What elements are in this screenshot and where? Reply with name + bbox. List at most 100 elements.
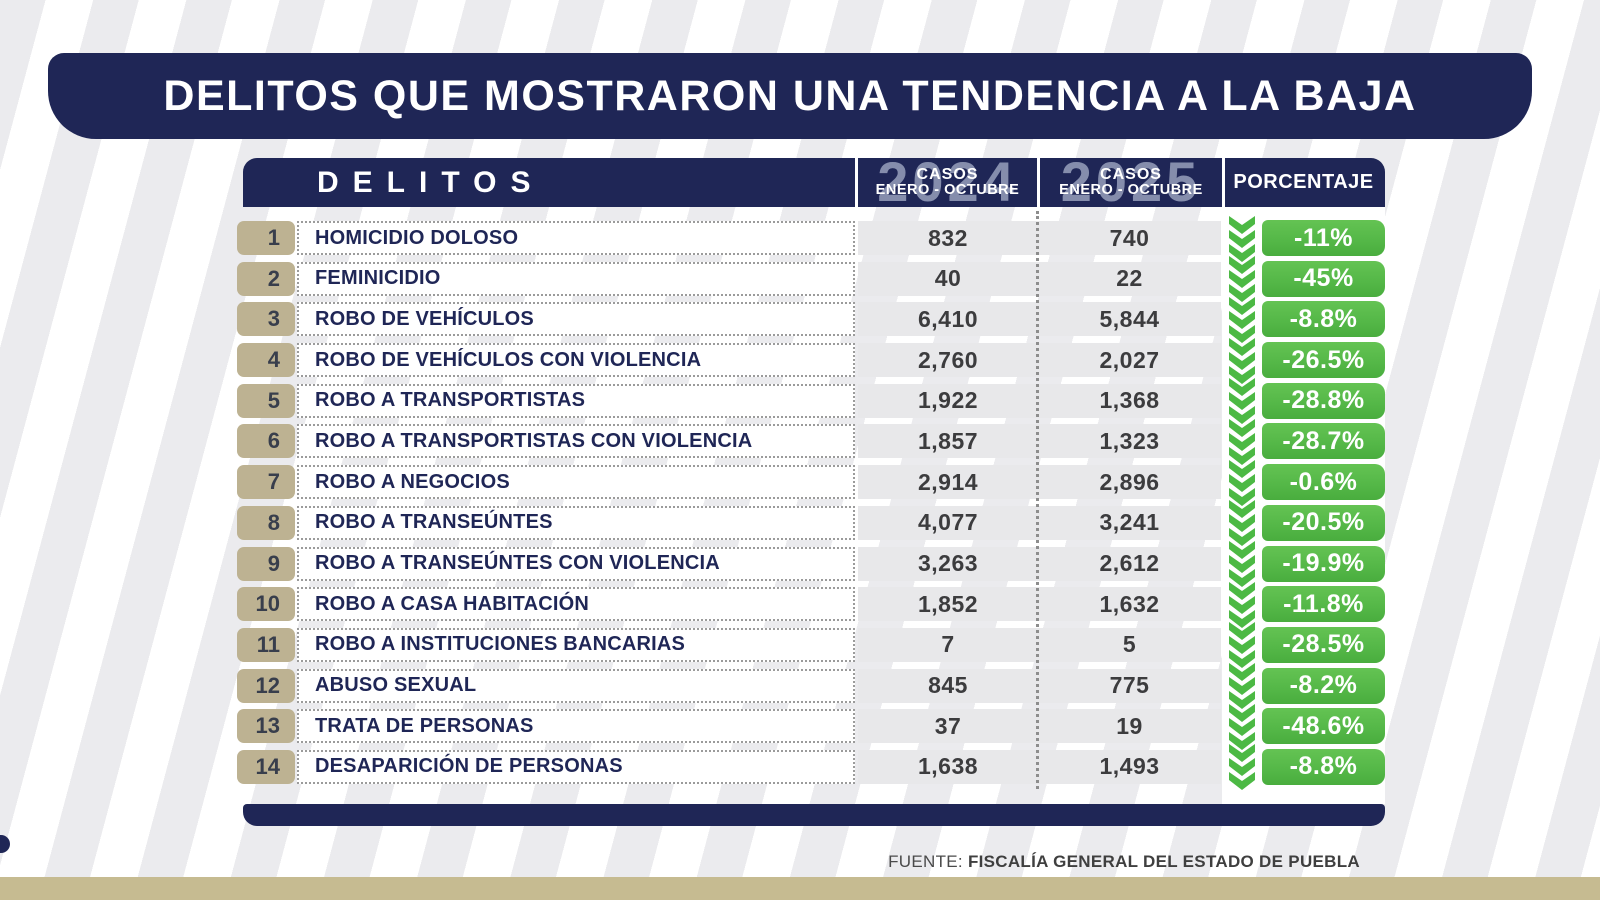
percentage-value: -8.2% (1289, 671, 1358, 700)
value-columns-divider (1036, 211, 1039, 789)
percentage-badge: -28.8% (1262, 382, 1385, 419)
cases-2025-cell: 22 (1038, 261, 1221, 296)
triple-chevron-down-icon (1224, 622, 1260, 669)
cases-2025-cell: 740 (1038, 221, 1221, 255)
crime-name-cell: ROBO A INSTITUCIONES BANCARIAS (297, 627, 855, 662)
header-casos-2025: 2025 CASOS ENERO - OCTUBRE (1037, 158, 1222, 207)
table-row: 9 ROBO A TRANSEÚNTES CON VIOLENCIA 3,263… (0, 541, 1600, 587)
triple-chevron-down-icon (1224, 215, 1260, 262)
source-prefix: FUENTE: (888, 852, 963, 871)
row-number: 13 (255, 713, 280, 739)
cases-2025-value: 2,896 (1099, 468, 1160, 495)
row-number-badge: 7 (237, 465, 295, 500)
triple-chevron-down-icon (1224, 541, 1260, 587)
cases-2024-value: 832 (928, 224, 968, 251)
percentage-badge: -45% (1262, 260, 1385, 297)
cases-2025-value: 5,844 (1099, 305, 1160, 332)
crime-name: ROBO A TRANSPORTISTAS CON VIOLENCIA (315, 429, 753, 452)
crime-name-cell: ABUSO SEXUAL (297, 668, 855, 703)
row-number: 1 (267, 225, 280, 250)
percentage-value: -28.5% (1282, 630, 1365, 659)
crime-name: ROBO DE VEHÍCULOS CON VIOLENCIA (315, 348, 702, 371)
table-row: 13 TRATA DE PERSONAS 37 19 -48.6% (0, 703, 1600, 750)
percentage-badge: -8.8% (1262, 301, 1385, 338)
cases-2024-value: 1,857 (917, 427, 979, 454)
row-number-badge: 4 (237, 343, 295, 378)
row-number-badge: 11 (237, 627, 295, 662)
percentage-value: -19.9% (1282, 549, 1365, 577)
cases-2024-cell: 1,857 (858, 424, 1038, 459)
cases-2024-cell: 37 (858, 709, 1038, 744)
casos-2024-stack: CASOS ENERO - OCTUBRE (876, 166, 1020, 200)
period-label: ENERO - OCTUBRE (1059, 182, 1203, 199)
header-casos-2024: 2024 CASOS ENERO - OCTUBRE (855, 158, 1037, 207)
row-number-badge: 10 (237, 587, 295, 622)
triple-chevron-down-icon (1224, 378, 1260, 425)
percentage-value: -45% (1293, 264, 1354, 293)
row-number-badge: 3 (237, 302, 295, 337)
row-number-badge: 2 (237, 261, 295, 296)
triple-chevron-down-icon (1224, 296, 1260, 343)
percentage-value: -26.5% (1282, 345, 1365, 374)
year-2025-watermark: 2025 (1060, 158, 1202, 207)
cases-2025-cell: 1,323 (1038, 424, 1221, 459)
percentage-badge: -28.7% (1262, 423, 1385, 460)
crime-name-cell: ROBO A TRANSEÚNTES CON VIOLENCIA (297, 546, 855, 581)
crime-name: ROBO A CASA HABITACIÓN (315, 592, 590, 615)
cases-2025-cell: 5,844 (1038, 302, 1221, 337)
cases-2025-value: 775 (1109, 672, 1150, 699)
crime-name: FEMINICIDIO (315, 267, 441, 290)
row-number: 11 (256, 631, 280, 657)
header-delitos-label: DELITOS (317, 165, 545, 199)
row-number: 3 (267, 306, 280, 332)
cases-2025-value: 2,612 (1099, 550, 1160, 576)
cases-2025-cell: 5 (1038, 627, 1221, 662)
row-number: 8 (267, 509, 280, 535)
triple-chevron-down-icon (1224, 581, 1260, 628)
cases-2025-value: 5 (1122, 631, 1137, 658)
crime-name: ROBO A INSTITUCIONES BANCARIAS (315, 633, 686, 656)
cases-2024-value: 1,922 (917, 387, 979, 414)
crime-name-cell: ROBO DE VEHÍCULOS CON VIOLENCIA (297, 343, 855, 378)
cases-2025-value: 1,323 (1099, 427, 1160, 454)
crime-name-cell: DESAPARICIÓN DE PERSONAS (297, 749, 855, 784)
cases-2025-value: 22 (1116, 265, 1143, 292)
crime-name: ROBO A NEGOCIOS (315, 470, 510, 493)
table-row: 3 ROBO DE VEHÍCULOS 6,410 5,844 -8.8% (0, 296, 1600, 343)
cases-2024-cell: 4,077 (858, 505, 1038, 540)
crime-name: ROBO DE VEHÍCULOS (315, 307, 534, 330)
table-footer-bar (243, 804, 1385, 826)
crime-name: DESAPARICIÓN DE PERSONAS (315, 755, 623, 778)
cases-2025-value: 2,027 (1099, 346, 1160, 373)
percentage-badge: -48.6% (1262, 708, 1385, 745)
table-row: 4 ROBO DE VEHÍCULOS CON VIOLENCIA 2,760 … (0, 337, 1600, 384)
cases-2025-cell: 19 (1038, 709, 1221, 744)
table-row: 8 ROBO A TRANSEÚNTES 4,077 3,241 -20.5% (0, 500, 1600, 547)
table-row: 6 ROBO A TRANSPORTISTAS CON VIOLENCIA 1,… (0, 418, 1600, 465)
cases-2024-cell: 6,410 (858, 302, 1038, 337)
triple-chevron-down-icon (1224, 459, 1260, 506)
cases-2025-cell: 775 (1038, 668, 1221, 703)
row-number: 6 (267, 428, 280, 454)
crime-name-cell: ROBO A NEGOCIOS (297, 465, 855, 500)
crime-name: ROBO A TRANSPORTISTAS (315, 389, 586, 412)
percentage-value: -0.6% (1289, 467, 1358, 496)
cases-2024-value: 1,638 (917, 753, 979, 780)
percentage-badge: -19.9% (1262, 545, 1385, 582)
crime-name: ROBO A TRANSEÚNTES (315, 511, 553, 534)
cases-2025-value: 19 (1116, 712, 1143, 739)
cases-2024-value: 1,852 (917, 590, 979, 617)
cases-2025-value: 1,493 (1099, 753, 1160, 780)
cases-2024-value: 2,760 (917, 346, 979, 373)
cases-2024-value: 845 (928, 672, 968, 699)
left-edge-dot (0, 835, 10, 853)
percentage-value: -48.6% (1282, 711, 1365, 740)
cases-2025-cell: 1,368 (1038, 383, 1221, 418)
cases-2025-value: 740 (1109, 224, 1150, 251)
row-number-badge: 14 (237, 749, 295, 784)
row-number: 9 (267, 550, 280, 576)
cases-2024-value: 37 (934, 712, 962, 739)
row-number: 7 (267, 469, 280, 495)
percentage-value: -8.8% (1289, 304, 1358, 333)
